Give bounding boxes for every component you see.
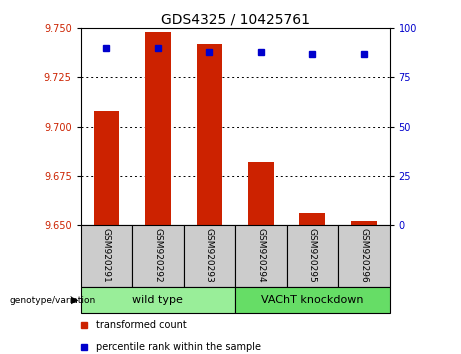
Text: GSM920291: GSM920291 <box>102 228 111 283</box>
Bar <box>338 225 390 287</box>
Text: GSM920294: GSM920294 <box>256 228 266 283</box>
Text: percentile rank within the sample: percentile rank within the sample <box>96 342 261 352</box>
Bar <box>145 32 171 225</box>
Text: genotype/variation: genotype/variation <box>9 296 95 304</box>
Text: wild type: wild type <box>132 295 183 305</box>
Bar <box>287 225 338 287</box>
Bar <box>235 225 287 287</box>
Bar <box>248 162 274 225</box>
Bar <box>196 44 222 225</box>
Text: ▶: ▶ <box>71 295 79 305</box>
Text: transformed count: transformed count <box>96 320 187 330</box>
Bar <box>94 111 119 225</box>
Text: GSM920292: GSM920292 <box>154 228 162 283</box>
Bar <box>81 225 132 287</box>
Bar <box>235 287 390 313</box>
Bar <box>183 225 235 287</box>
Bar <box>351 221 377 225</box>
Text: VAChT knockdown: VAChT knockdown <box>261 295 364 305</box>
Text: GSM920293: GSM920293 <box>205 228 214 283</box>
Text: GSM920295: GSM920295 <box>308 228 317 283</box>
Bar <box>300 213 325 225</box>
Text: GSM920296: GSM920296 <box>359 228 368 283</box>
Bar <box>132 225 183 287</box>
Bar <box>81 287 235 313</box>
Text: GDS4325 / 10425761: GDS4325 / 10425761 <box>160 12 310 27</box>
